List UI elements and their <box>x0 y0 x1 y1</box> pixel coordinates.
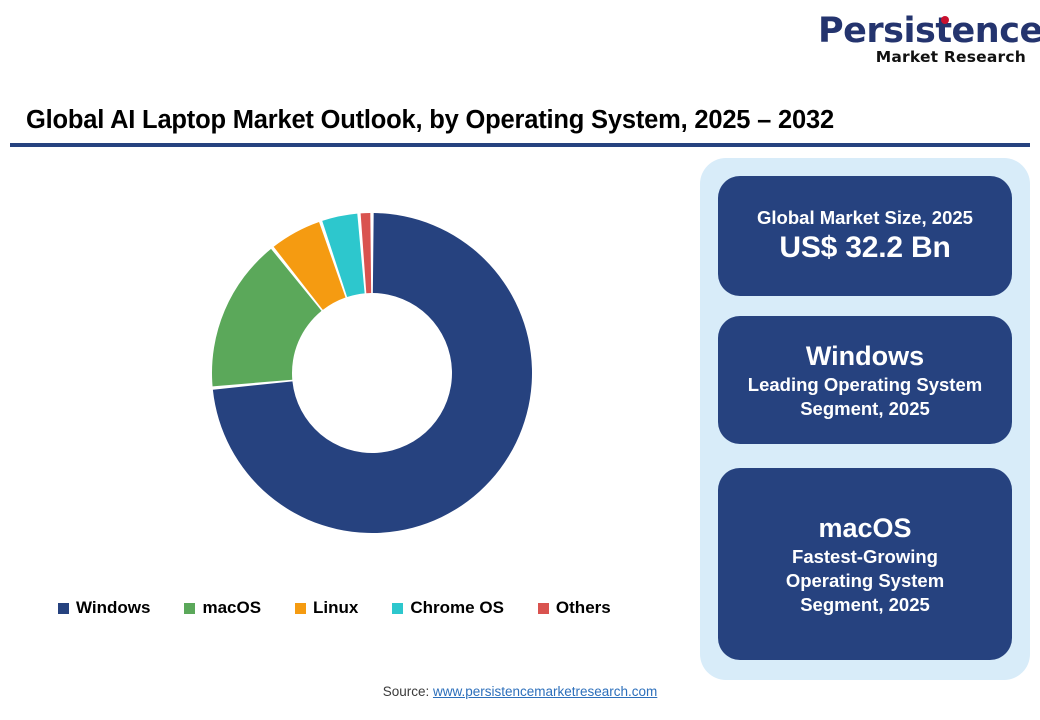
legend-swatch-icon <box>184 602 196 614</box>
legend-label: macOS <box>202 598 262 617</box>
donut-chart-svg <box>211 213 533 534</box>
card-fastest-growing: macOS Fastest-Growing Operating System S… <box>718 468 1012 660</box>
card-leading-segment: Windows Leading Operating System Segment… <box>718 316 1012 444</box>
logo-dot-icon <box>941 16 949 24</box>
donut-slice-chrome-os[interactable] <box>322 213 365 297</box>
source-url-link[interactable]: www.persistencemarketresearch.com <box>432 684 658 699</box>
donut-chart <box>10 152 682 572</box>
card-market-size: Global Market Size, 2025 US$ 32.2 Bn <box>718 176 1012 296</box>
legend-item[interactable]: Chrome OS <box>392 598 504 618</box>
market-size-label: Global Market Size, 2025 <box>757 207 973 228</box>
legend-item[interactable]: Linux <box>295 598 358 618</box>
legend-swatch-icon <box>537 602 549 614</box>
donut-slice-windows[interactable] <box>212 213 533 534</box>
source-line: Source: www.persistencemarketresearch.co… <box>0 684 1040 699</box>
leading-segment-name: Windows <box>805 341 925 371</box>
legend-label: Chrome OS <box>410 598 504 617</box>
legend-swatch-icon <box>58 602 69 614</box>
legend-label: Linux <box>313 598 359 617</box>
donut-slice-linux[interactable] <box>273 222 346 310</box>
donut-slices <box>211 213 533 534</box>
fastest-segment-line3: Segment, 2025 <box>800 594 930 615</box>
source-prefix: Source: <box>382 684 433 699</box>
logo-wordmark: Persistence <box>818 11 1040 51</box>
legend-item[interactable]: macOS <box>184 598 261 618</box>
leading-segment-line2: Segment, 2025 <box>800 398 930 419</box>
legend-item[interactable]: Others <box>537 598 611 618</box>
legend-label: Windows <box>76 598 151 617</box>
leading-segment-line1: Leading Operating System <box>747 374 983 395</box>
legend-swatch-icon <box>295 602 307 614</box>
chart-legend: Windows macOS Linux Chrome OS Others <box>58 598 678 618</box>
brand-logo: Persistence Market Research <box>818 14 1040 68</box>
title-divider <box>10 143 1030 147</box>
logo-subtitle: Market Research <box>875 48 1026 66</box>
donut-slice-others[interactable] <box>360 213 372 294</box>
fastest-segment-line2: Operating System <box>785 570 945 591</box>
donut-slice-macos[interactable] <box>211 248 322 387</box>
fastest-segment-line1: Fastest-Growing <box>792 546 938 567</box>
fastest-segment-name: macOS <box>818 513 912 543</box>
market-size-value: US$ 32.2 Bn <box>779 231 951 264</box>
highlights-panel: Global Market Size, 2025 US$ 32.2 Bn Win… <box>700 158 1030 680</box>
legend-label: Others <box>555 598 611 617</box>
chart-area: Windows macOS Linux Chrome OS Others <box>10 152 682 672</box>
legend-item[interactable]: Windows <box>58 598 150 618</box>
page-title: Global AI Laptop Market Outlook, by Oper… <box>26 106 834 134</box>
legend-swatch-icon <box>392 602 404 614</box>
